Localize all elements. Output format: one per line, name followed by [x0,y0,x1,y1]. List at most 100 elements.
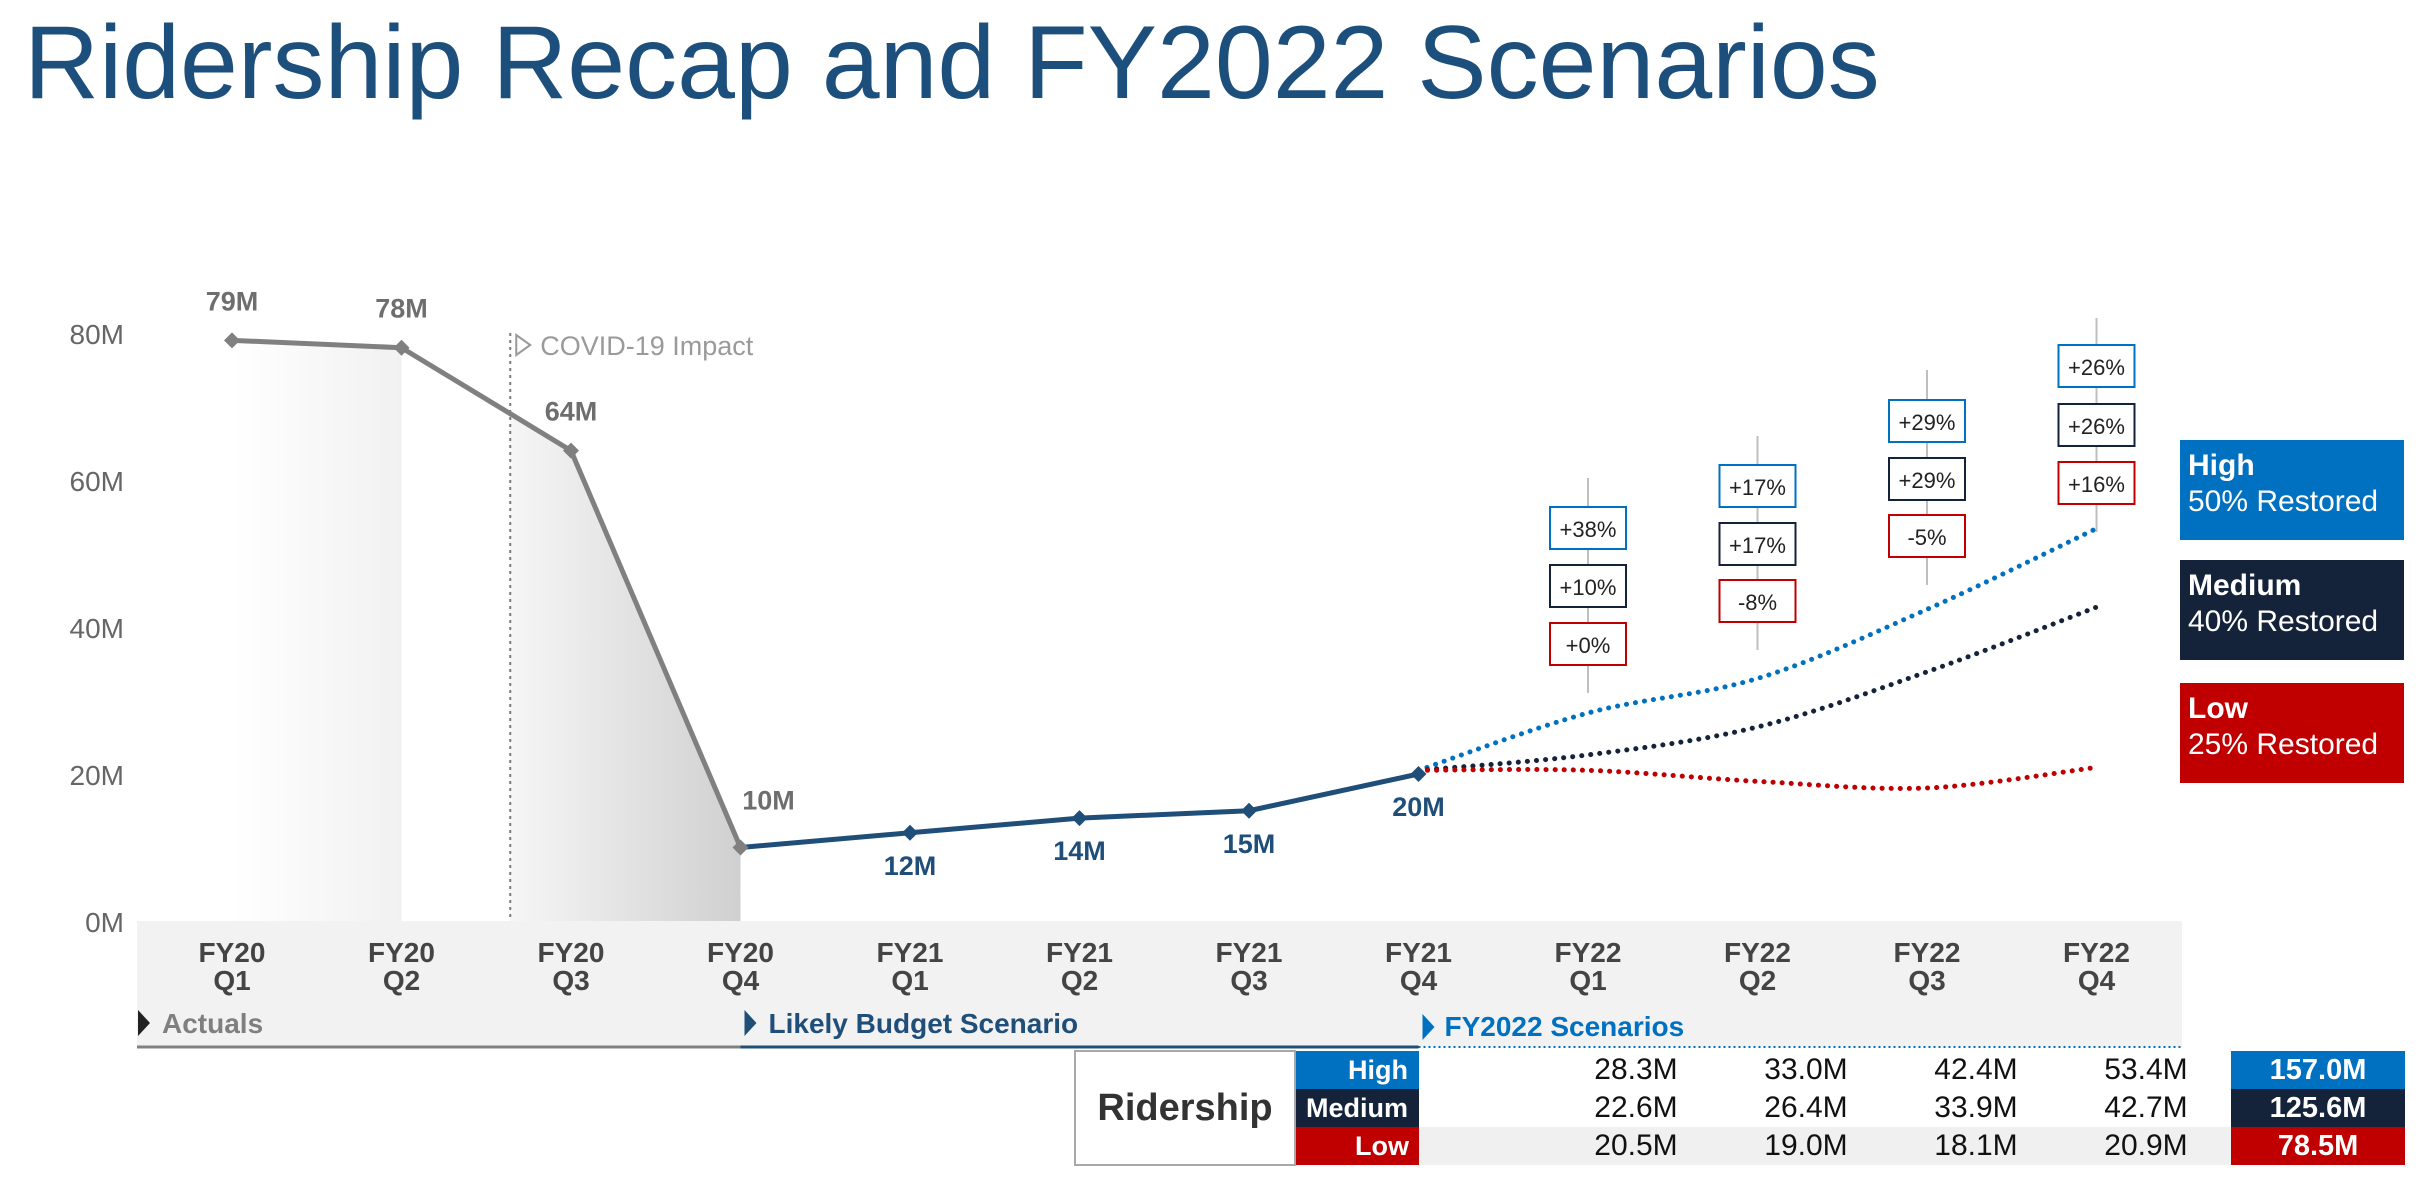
category-band [137,921,2182,1047]
x-tick-label: FY20 [538,937,605,968]
y-tick-label: 40M [70,613,124,644]
scenario-total: 125.6M [2231,1089,2405,1127]
change-label-low: -8% [1738,590,1777,615]
x-tick-label: Q3 [1230,965,1267,996]
change-label-low: -5% [1907,525,1946,550]
table-cell: 53.4M [2104,1053,2188,1086]
change-box-high [1888,399,1966,443]
data-point [902,824,918,841]
change-box-high [1549,506,1627,550]
x-tick-label: FY22 [2063,937,2130,968]
scenario-name: Medium [1295,1089,1419,1127]
change-label-medium: +26% [2068,414,2125,439]
table-cell: 42.7M [2104,1091,2188,1124]
change-box-medium [2057,403,2136,447]
series-medium-line [1416,604,2099,773]
y-axis: 0M 20M 40M 60M 80M [70,319,124,938]
table-row: Medium 22.6M 26.4M 33.9M 42.7M 125.6M [1075,1089,2405,1127]
x-axis: FY20Q1FY20Q2FY20Q3FY20Q4FY21Q1FY21Q2FY21… [199,937,2130,996]
table-row: Low 20.5M 19.0M 18.1M 20.9M 78.5M [1075,1127,2405,1165]
change-box-high [1718,464,1797,508]
y-tick-label: 0M [85,907,124,938]
change-box-low [1718,579,1797,623]
data-label: 78M [375,294,428,324]
change-labels: +38% +10% +0% +17% +17% -8% +29% +29% -5% +26% +26… [1549,318,2136,693]
x-tick-label: Q1 [1569,965,1606,996]
table-spacer [1419,1127,1551,1165]
data-label: 12M [884,851,937,881]
data-point [393,339,410,356]
change-box-low [1549,622,1627,666]
legend-description: 50% Restored [2188,485,2379,518]
data-label: 64M [545,397,598,427]
data-point [1410,766,1427,782]
table-label: Ridership [1074,1050,1296,1166]
annotations: COVID-19 Impact Actuals Likely Budget Scen… [137,331,2182,1049]
x-tick-label: Q3 [1908,965,1945,996]
x-tick-label: FY21 [1216,937,1283,968]
fy2022-arrow-icon [1422,1014,1435,1040]
legend-name: Low [2188,692,2248,725]
chart-background [137,333,2182,1047]
change-label-low: +0% [1566,633,1611,658]
legend-item-medium: Medium 40% Restored [2180,560,2404,660]
legend-description: 40% Restored [2188,605,2379,638]
data-point [1241,802,1257,819]
actuals-shade-covid [510,413,741,921]
data-point [563,442,579,459]
data-point [224,332,240,349]
table-cell: 22.6M [1594,1091,1678,1124]
x-tick-label: Q1 [213,965,250,996]
change-label-high: +29% [1899,410,1956,435]
x-tick-label: Q3 [552,965,589,996]
change-label-high: +26% [2068,355,2125,380]
data-point [1071,810,1088,827]
legend-item-high: High 50% Restored [2180,440,2404,540]
change-box-medium [1549,564,1627,608]
likely-arrow-icon [744,1010,757,1036]
change-label-medium: +17% [1729,533,1786,558]
legend-item-low: Low 25% Restored [2180,683,2404,783]
series-high-line [1416,526,2099,773]
scenario-name: High [1295,1051,1419,1089]
scenario-total: 157.0M [2231,1051,2405,1089]
y-tick-label: 80M [70,319,124,350]
table-cell: 28.3M [1594,1053,1678,1086]
data-label: 14M [1053,836,1106,866]
x-tick-label: Q4 [1400,965,1438,996]
table-cell: 33.9M [1934,1091,2018,1124]
ridership-table: Ridership High 28.3M 33.0M 42.4M 53.4M 157.0M M… [1074,1050,2405,1166]
legend-name: Medium [2188,569,2302,602]
fy2022-label: FY2022 Scenarios [1445,1011,1685,1042]
scenario-name: Low [1295,1127,1419,1165]
y-tick-label: 60M [70,466,124,497]
table-cell: 42.4M [1934,1053,2018,1086]
table-cell: 20.9M [2061,1127,2231,1165]
x-tick-label: FY21 [1385,937,1452,968]
table-spacer [1419,1051,1551,1089]
covid-arrow-icon [515,333,532,357]
x-tick-label: FY20 [707,937,774,968]
x-tick-label: FY21 [1046,937,1113,968]
actuals-label: Actuals [162,1008,263,1039]
change-label-high: +17% [1729,475,1786,500]
change-label-high: +38% [1560,517,1617,542]
change-label-medium: +29% [1899,468,1956,493]
x-tick-label: FY20 [368,937,435,968]
data-label: 20M [1392,792,1445,822]
scenario-total: 78.5M [2231,1127,2405,1165]
table-spacer [1419,1089,1551,1127]
table-cell: 26.4M [1764,1091,1848,1124]
change-box-low [1888,514,1966,558]
data-point [732,839,749,856]
covid-label: COVID-19 Impact [540,331,754,361]
change-box-medium [1718,522,1797,566]
x-tick-label: Q4 [2078,965,2116,996]
change-box-low [2057,461,2136,505]
x-tick-label: FY21 [877,937,944,968]
change-box-medium [1888,457,1966,501]
table-cell: 19.0M [1721,1127,1891,1165]
x-tick-label: FY22 [1894,937,1961,968]
data-label: 10M [742,786,795,816]
